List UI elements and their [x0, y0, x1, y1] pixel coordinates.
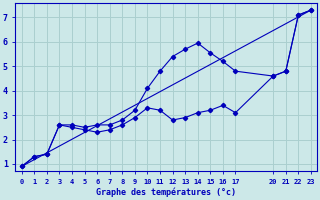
X-axis label: Graphe des températures (°c): Graphe des températures (°c)	[96, 188, 236, 197]
